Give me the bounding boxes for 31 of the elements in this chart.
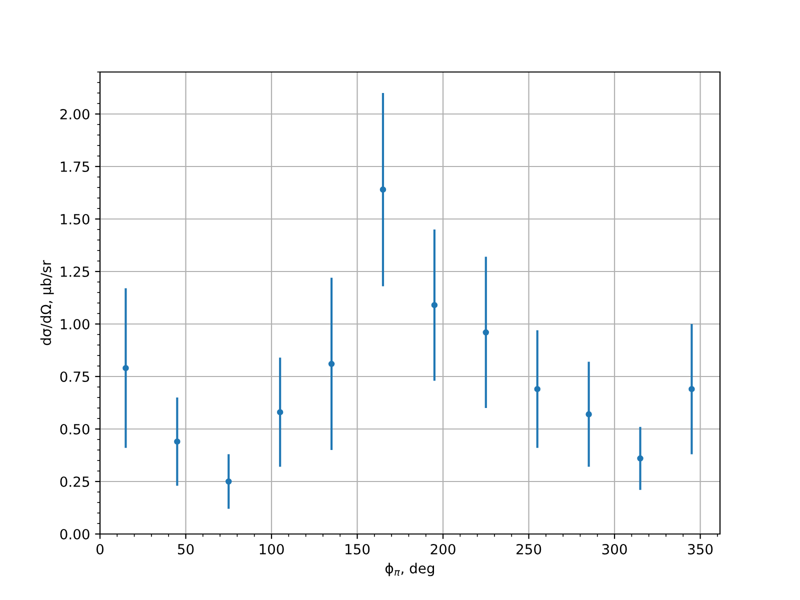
x-tick-label: 50 xyxy=(178,544,194,554)
y-tick-label: 0.75 xyxy=(60,371,90,382)
point xyxy=(482,329,490,336)
x-tick-label: 0 xyxy=(96,544,104,554)
point xyxy=(328,360,335,368)
x-tick-label: 200 xyxy=(430,544,456,554)
y-tick-label: 0.25 xyxy=(60,476,90,487)
x-tick-label: 150 xyxy=(346,544,370,554)
point xyxy=(174,438,180,445)
x-tick-label: 100 xyxy=(260,544,284,554)
point xyxy=(226,478,232,485)
y-tick-label: 1.00 xyxy=(60,318,90,330)
point xyxy=(637,455,644,462)
point xyxy=(431,302,438,308)
x-axis-title: ϕ$_{π}$, deg xyxy=(385,562,434,576)
point xyxy=(688,386,695,392)
x-tick-label: 300 xyxy=(602,544,627,554)
x-tick-label: 250 xyxy=(516,544,542,554)
y-tick-label: 0.00 xyxy=(60,528,90,540)
y-tick-label: 0.50 xyxy=(60,424,90,434)
y-axis-title: dσ/dΩ, μb/sr xyxy=(40,260,54,346)
point xyxy=(276,409,284,416)
y-tick-label: 2.00 xyxy=(60,108,90,120)
point xyxy=(380,186,386,193)
point xyxy=(586,411,592,418)
y-tick-label: 1.50 xyxy=(60,214,90,224)
point xyxy=(122,364,129,372)
point xyxy=(534,386,540,392)
x-tick-label: 350 xyxy=(688,544,713,554)
y-tick-label: 1.25 xyxy=(60,266,90,277)
y-tick-label: 1.75 xyxy=(60,162,90,172)
